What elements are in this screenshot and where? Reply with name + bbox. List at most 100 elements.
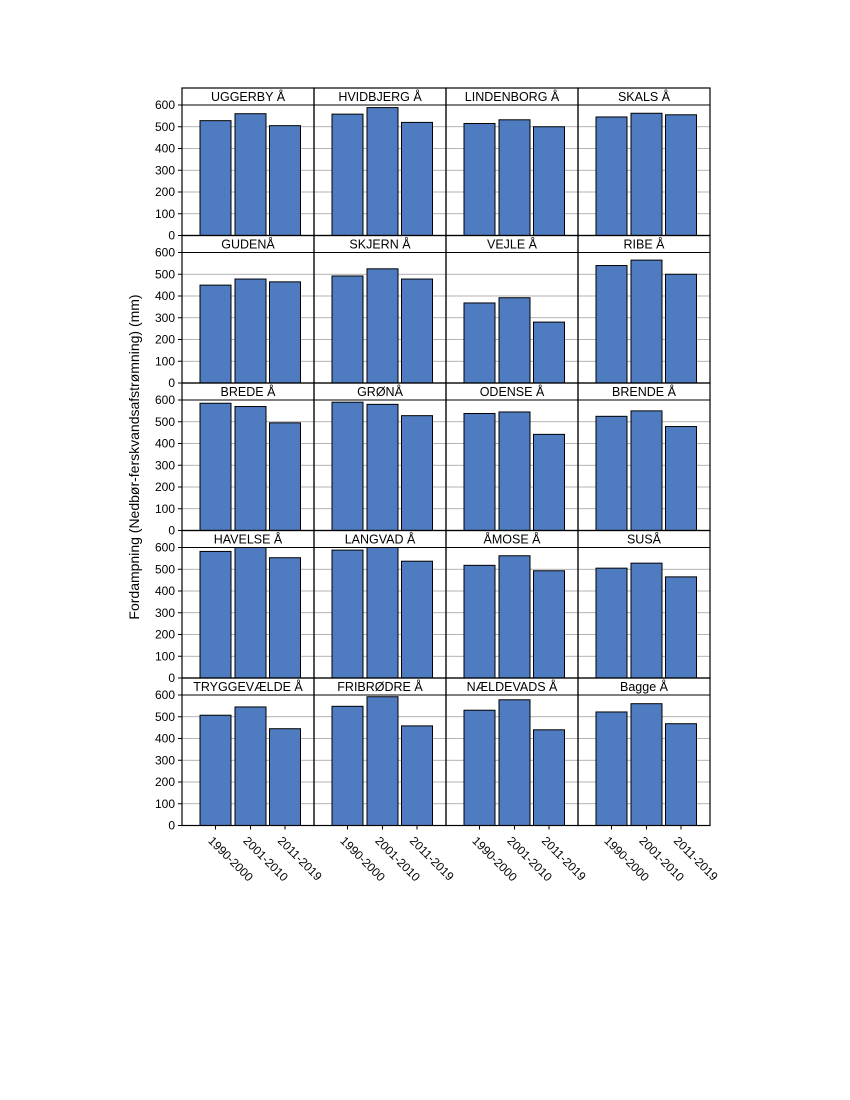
y-tick-label: 100 xyxy=(155,797,175,811)
y-axis-row-1: 0 100 200 300 400 500 600 xyxy=(155,98,182,243)
y-tick-label: 400 xyxy=(155,732,175,746)
panel-4: SKALS Å xyxy=(577,87,711,237)
bar-2011-2019 xyxy=(269,422,301,531)
y-axis-row-2: 0 100 200 300 400 500 600 xyxy=(155,246,182,390)
bar-1990-2000 xyxy=(331,275,364,384)
panel-5: GUDENÅ xyxy=(181,234,315,384)
bar-2011-2019 xyxy=(401,121,433,236)
bar-2001-2010 xyxy=(498,297,531,384)
y-tick-label: 400 xyxy=(155,437,175,451)
y-tick-label: 300 xyxy=(155,163,175,177)
y-tick-label: 500 xyxy=(155,562,175,576)
bar-2011-2019 xyxy=(533,570,565,679)
panel-8: RIBE Å xyxy=(577,234,711,384)
panel-title: Bagge Å xyxy=(620,679,669,694)
bar-1990-2000 xyxy=(331,705,364,826)
bar-2001-2010 xyxy=(630,562,663,679)
panel-title: NÆLDEVADS Å xyxy=(467,679,558,694)
y-tick-label: 0 xyxy=(168,671,175,685)
bar-1990-2000 xyxy=(463,302,496,384)
panel-16: SUSÅ xyxy=(577,529,711,679)
bar-2011-2019 xyxy=(533,321,565,384)
bar-2011-2019 xyxy=(665,273,697,384)
y-tick-label: 100 xyxy=(155,207,175,221)
bar-2001-2010 xyxy=(630,410,663,531)
panel-title: ÅMOSE Å xyxy=(484,532,542,547)
bar-1990-2000 xyxy=(463,122,496,236)
panel-6: SKJERN Å xyxy=(313,234,447,384)
bar-2011-2019 xyxy=(665,114,697,236)
y-tick-label: 0 xyxy=(168,229,175,243)
panel-title: SUSÅ xyxy=(627,532,662,547)
panel-9: BREDE Å xyxy=(181,382,315,532)
bar-2001-2010 xyxy=(498,555,531,679)
bar-2011-2019 xyxy=(401,725,433,827)
panel-title: SKJERN Å xyxy=(349,237,411,252)
y-tick-label: 0 xyxy=(168,524,175,538)
bar-1990-2000 xyxy=(331,549,364,679)
bar-2001-2010 xyxy=(498,699,531,826)
bar-2011-2019 xyxy=(533,433,565,531)
bar-2011-2019 xyxy=(401,415,433,531)
panel-title: SKALS Å xyxy=(618,89,671,104)
bar-2011-2019 xyxy=(533,126,565,236)
bar-1990-2000 xyxy=(595,116,628,236)
bar-2001-2010 xyxy=(234,113,267,236)
bar-2011-2019 xyxy=(269,728,301,827)
panel-title: HVIDBJERG Å xyxy=(338,89,422,104)
y-tick-label: 100 xyxy=(155,649,175,663)
bar-1990-2000 xyxy=(463,709,496,826)
bar-1990-2000 xyxy=(463,412,496,531)
y-tick-label: 500 xyxy=(155,120,175,134)
panel-title: ODENSE Å xyxy=(480,384,545,399)
panel-2: HVIDBJERG Å xyxy=(313,87,447,237)
bar-2011-2019 xyxy=(665,723,697,827)
bar-1990-2000 xyxy=(595,265,628,384)
y-axis-label: Fordampning (Nedbør-ferskvandsafstrømnin… xyxy=(126,294,142,619)
panel-7: VEJLE Å xyxy=(445,234,579,384)
bar-2011-2019 xyxy=(401,278,433,384)
y-tick-label: 0 xyxy=(168,819,175,833)
y-tick-label: 600 xyxy=(155,98,175,112)
bar-2011-2019 xyxy=(269,281,301,384)
bar-2011-2019 xyxy=(533,729,565,826)
chart-panels: UGGERBY Å HVIDBJERG Å LINDENBORG Å SKALS Å G… xyxy=(181,87,711,827)
panel-15: ÅMOSE Å xyxy=(445,529,579,679)
y-tick-label: 100 xyxy=(155,354,175,368)
bar-1990-2000 xyxy=(199,714,232,826)
panel-title: GUDENÅ xyxy=(221,237,275,252)
y-tick-label: 400 xyxy=(155,142,175,156)
bar-2001-2010 xyxy=(630,703,663,827)
bar-1990-2000 xyxy=(199,550,232,679)
panel-3: LINDENBORG Å xyxy=(445,87,579,237)
panel-10: GRØNÅ xyxy=(313,382,447,532)
bar-2001-2010 xyxy=(234,547,267,679)
bar-2011-2019 xyxy=(269,557,301,679)
y-axis-row-5: 0 100 200 300 400 500 600 xyxy=(155,688,182,833)
y-tick-label: 200 xyxy=(155,480,175,494)
bar-2011-2019 xyxy=(401,560,433,679)
y-axes: 0 100 200 300 400 500 600 0 100 200 300 400 500 600 0 1… xyxy=(155,98,182,833)
bar-1990-2000 xyxy=(331,113,364,236)
y-tick-label: 300 xyxy=(155,458,175,472)
y-tick-label: 500 xyxy=(155,710,175,724)
panel-11: ODENSE Å xyxy=(445,382,579,532)
y-tick-label: 300 xyxy=(155,753,175,767)
panel-19: NÆLDEVADS Å xyxy=(445,677,579,827)
panel-title: RIBE Å xyxy=(624,237,666,252)
y-tick-label: 200 xyxy=(155,333,175,347)
panel-title: HAVELSE Å xyxy=(214,532,283,547)
bar-1990-2000 xyxy=(199,284,232,384)
y-tick-label: 200 xyxy=(155,775,175,789)
bar-1990-2000 xyxy=(331,401,364,531)
panel-20: Bagge Å xyxy=(577,677,711,827)
bar-1990-2000 xyxy=(595,567,628,679)
bar-2001-2010 xyxy=(630,112,663,236)
panel-title: LINDENBORG Å xyxy=(465,89,560,104)
y-axis-row-4: 0 100 200 300 400 500 600 xyxy=(155,541,182,685)
bar-1990-2000 xyxy=(199,402,232,532)
